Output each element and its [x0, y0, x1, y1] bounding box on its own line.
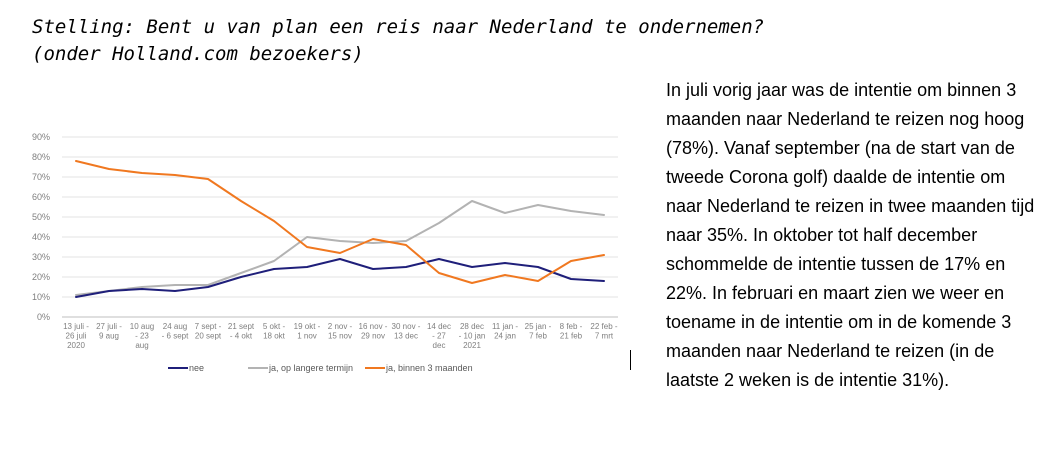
y-tick-label: 30%	[32, 252, 50, 262]
series-line-ja-binnen-3-maanden	[75, 160, 605, 284]
legend-label: nee	[189, 363, 204, 373]
y-tick-label: 40%	[32, 232, 50, 242]
series-line-nee	[75, 258, 605, 298]
y-tick-label: 10%	[32, 292, 50, 302]
y-tick-label: 60%	[32, 192, 50, 202]
series-line-ja-op-langere-termijn	[75, 200, 605, 296]
legend-label: ja, binnen 3 maanden	[385, 363, 473, 373]
x-tick-label: 16 nov -29 nov	[359, 322, 388, 341]
statement-line-1: Stelling: Bent u van plan een reis naar …	[32, 16, 765, 38]
x-tick-label: 27 juli -9 aug	[96, 322, 122, 341]
x-tick-label: 30 nov -13 dec	[392, 322, 421, 341]
line-chart: 0% 10% 20% 30% 40% 50% 60% 70% 80% 90% 13 juli -26…	[32, 132, 618, 373]
legend-label: ja, op langere termijn	[268, 363, 353, 373]
y-tick-label: 20%	[32, 272, 50, 282]
y-tick-label: 90%	[32, 132, 50, 142]
x-tick-label: 11 jan -24 jan	[492, 322, 518, 341]
x-tick-label: 7 sept -20 sept	[195, 322, 222, 341]
x-tick-label: 13 juli -26 juli 2020	[63, 322, 89, 350]
x-tick-label: 21 sept - 4 okt	[228, 322, 255, 341]
y-tick-label: 0%	[37, 312, 50, 322]
x-tick-label: 25 jan -7 feb	[525, 322, 552, 341]
commentary-text: In juli vorig jaar was de intentie om bi…	[666, 80, 1035, 390]
x-tick-label: 24 aug - 6 sept	[162, 322, 189, 341]
x-tick-label: 10 aug - 23 aug	[130, 322, 154, 350]
x-tick-label: 28 dec - 10 jan 2021	[459, 322, 486, 350]
y-tick-label: 50%	[32, 212, 50, 222]
x-tick-label: 14 dec - 27 dec	[427, 322, 451, 350]
x-tick-label: 22 feb -7 mrt	[590, 322, 617, 341]
statement-line-2: (onder Holland.com bezoekers)	[32, 43, 364, 65]
x-tick-label: 19 okt -1 nov	[294, 322, 321, 341]
x-tick-label: 5 okt -18 okt	[263, 322, 286, 341]
x-tick-label: 2 nov -15 nov	[328, 322, 353, 341]
text-cursor	[630, 350, 631, 370]
x-tick-label: 8 feb -21 feb	[560, 322, 583, 341]
y-tick-label: 80%	[32, 152, 50, 162]
chart-statement: Stelling: Bent u van plan een reis naar …	[32, 14, 764, 68]
y-tick-label: 70%	[32, 172, 50, 182]
